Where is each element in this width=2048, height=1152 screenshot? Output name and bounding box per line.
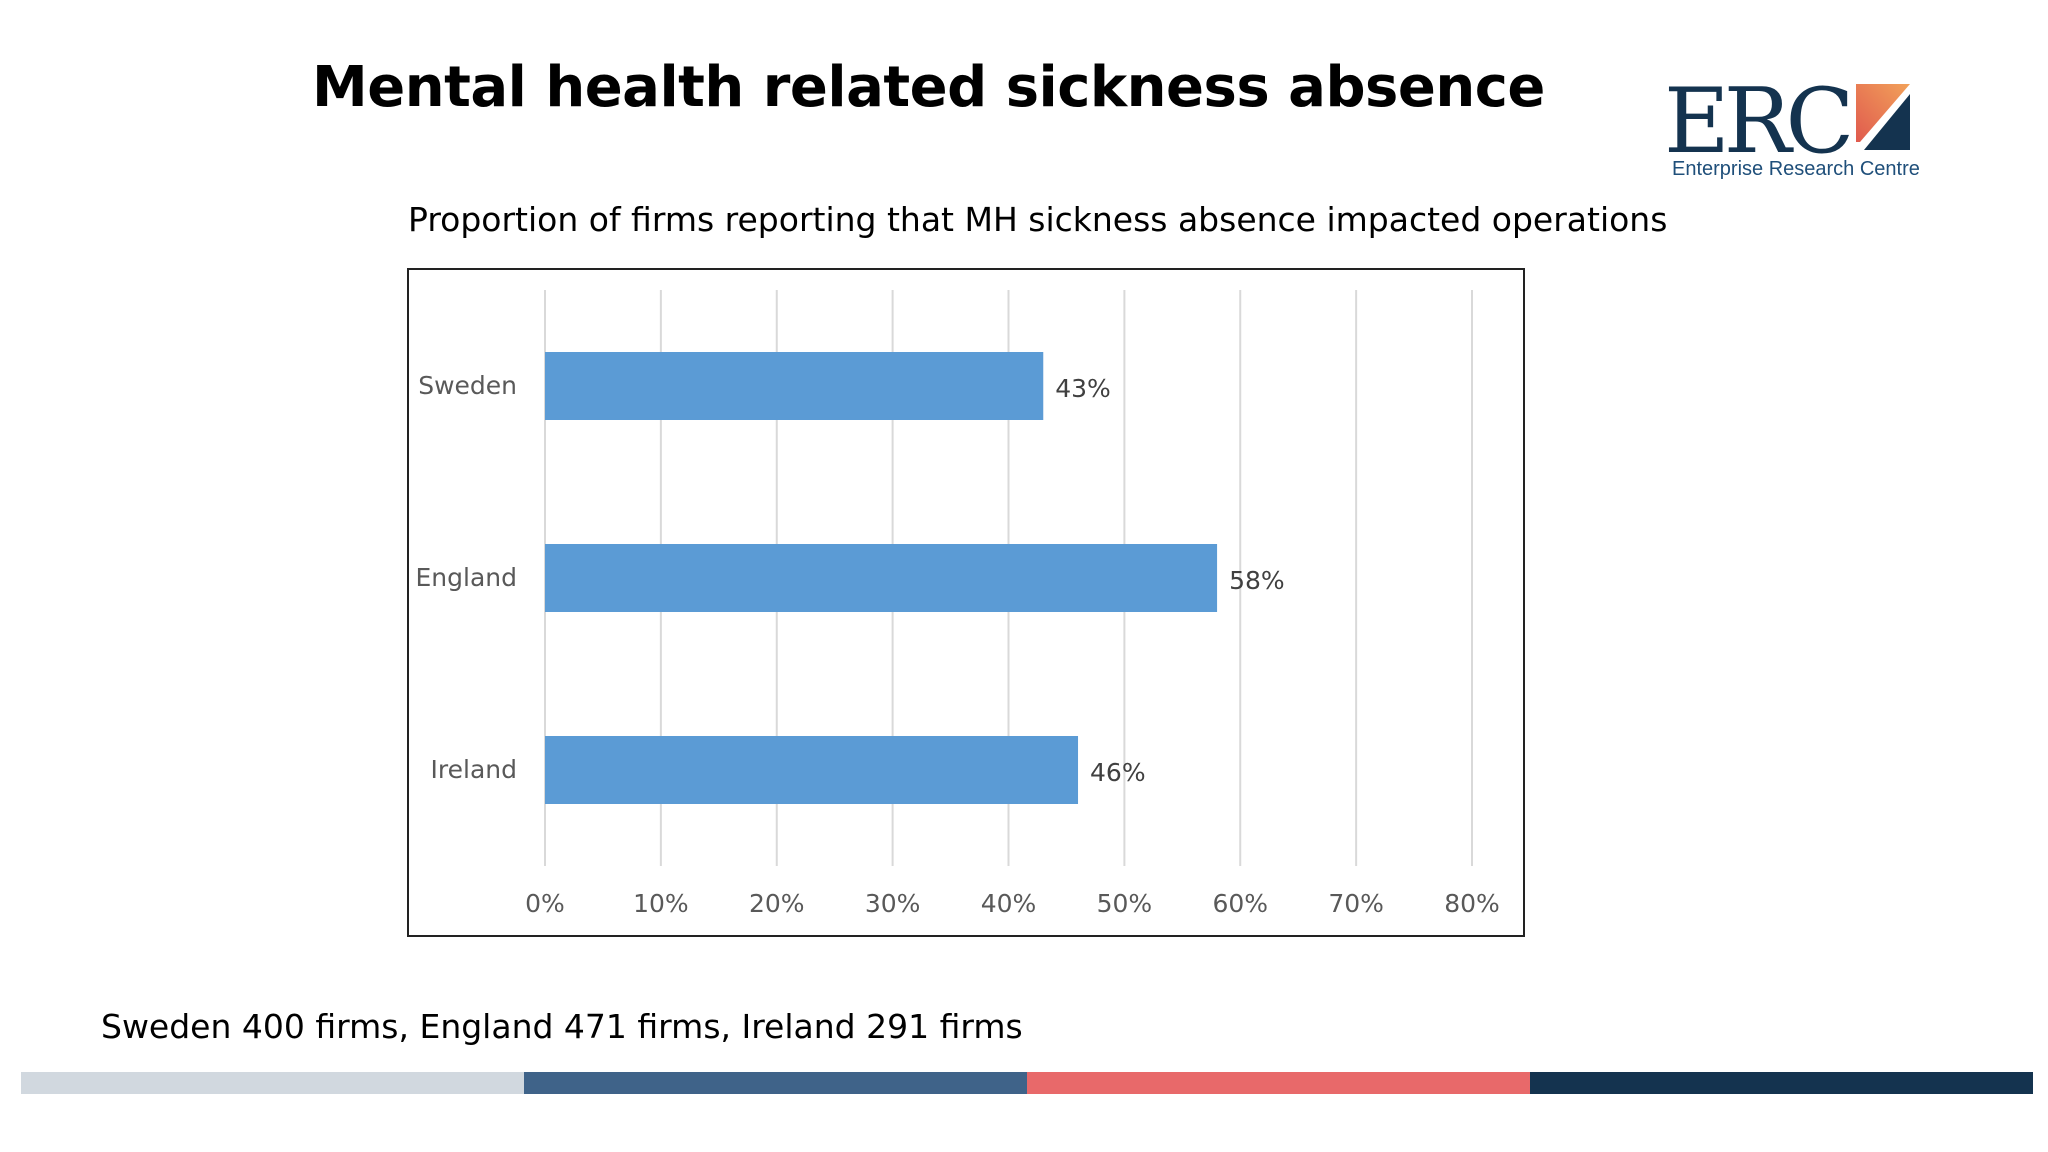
x-tick-label: 30% <box>865 889 921 918</box>
category-label: Ireland <box>431 755 517 784</box>
band-segment-2 <box>524 1072 1027 1094</box>
x-tick-label: 70% <box>1328 889 1384 918</box>
x-tick-label: 10% <box>633 889 689 918</box>
logo-subtitle: Enterprise Research Centre <box>1672 158 1920 180</box>
bar-sweden <box>545 352 1044 420</box>
data-label: 58% <box>1229 566 1285 595</box>
footer-color-band <box>21 1072 2033 1094</box>
category-label: England <box>416 563 518 592</box>
chart-frame <box>407 268 1525 937</box>
bar-england <box>545 544 1218 612</box>
chart-title: Proportion of firms reporting that MH si… <box>408 200 1668 239</box>
data-label: 46% <box>1090 758 1146 787</box>
x-tick-label: 50% <box>1097 889 1153 918</box>
logo-mark: ERC <box>1664 69 1854 174</box>
x-tick-label: 80% <box>1444 889 1500 918</box>
x-tick-label: 0% <box>525 889 565 918</box>
slide-title: Mental health related sickness absence <box>312 55 1545 120</box>
band-segment-3 <box>1027 1072 1530 1094</box>
x-tick-label: 60% <box>1212 889 1268 918</box>
category-label: Sweden <box>418 371 517 400</box>
band-segment-1 <box>21 1072 524 1094</box>
logo-slash-icon <box>1856 84 1910 150</box>
band-segment-4 <box>1530 1072 2033 1094</box>
data-label: 43% <box>1055 374 1111 403</box>
sample-size-note: Sweden 400 firms, England 471 firms, Ire… <box>101 1007 1023 1046</box>
x-tick-label: 20% <box>749 889 805 918</box>
x-tick-label: 40% <box>981 889 1037 918</box>
bar-chart: 0% 10% 20% 30% 40% 50% 60% 70% 80% Sweden 43% Engla… <box>416 290 1500 918</box>
bar-ireland <box>545 736 1079 804</box>
erc-logo: ERC Enterprise Research Centre <box>1664 72 1924 192</box>
